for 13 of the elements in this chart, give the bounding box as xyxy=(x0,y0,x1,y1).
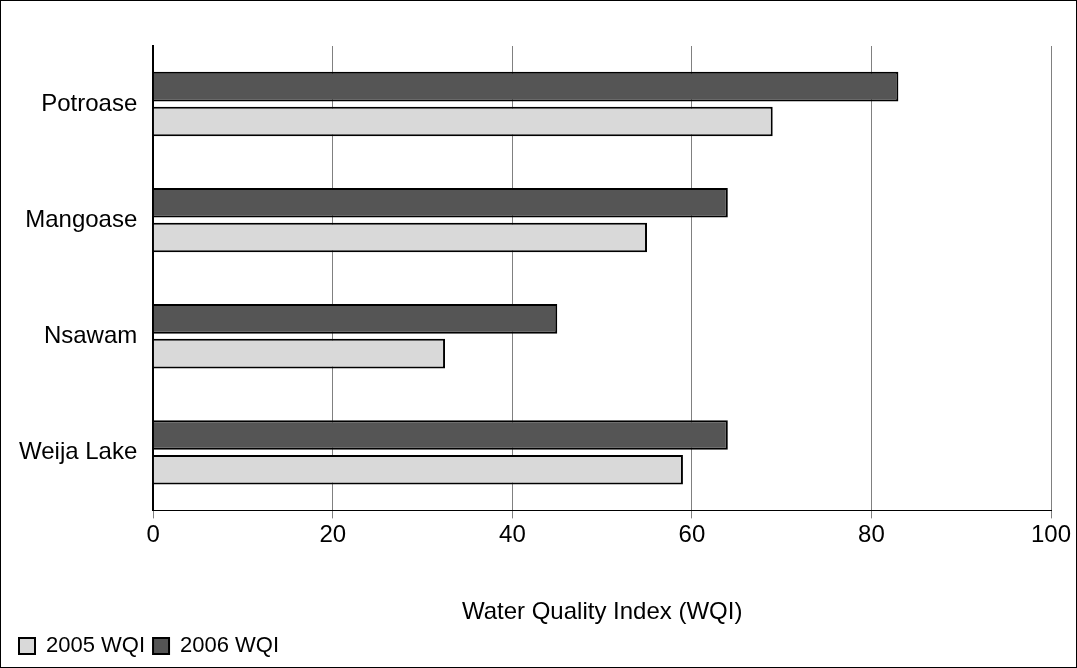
y-tick-label: Weija Lake xyxy=(18,436,138,464)
y-tick-label: Mangoase xyxy=(25,204,138,232)
legend-label: 2006 WQI xyxy=(180,632,280,658)
x-tick-label: 100 xyxy=(1030,520,1072,548)
x-tick-label: 60 xyxy=(678,520,706,548)
x-axis-title: Water Quality Index (WQI) xyxy=(461,597,743,625)
y-tick-label: Nsawam xyxy=(43,320,138,348)
x-tick-label: 20 xyxy=(319,520,347,548)
y-tick-label: Potroase xyxy=(41,88,138,116)
x-tick-label: 80 xyxy=(858,520,885,548)
legend-label: 2005 WQI xyxy=(46,632,146,658)
x-tick-label: 40 xyxy=(499,520,526,548)
x-tick-label: 0 xyxy=(146,520,160,548)
